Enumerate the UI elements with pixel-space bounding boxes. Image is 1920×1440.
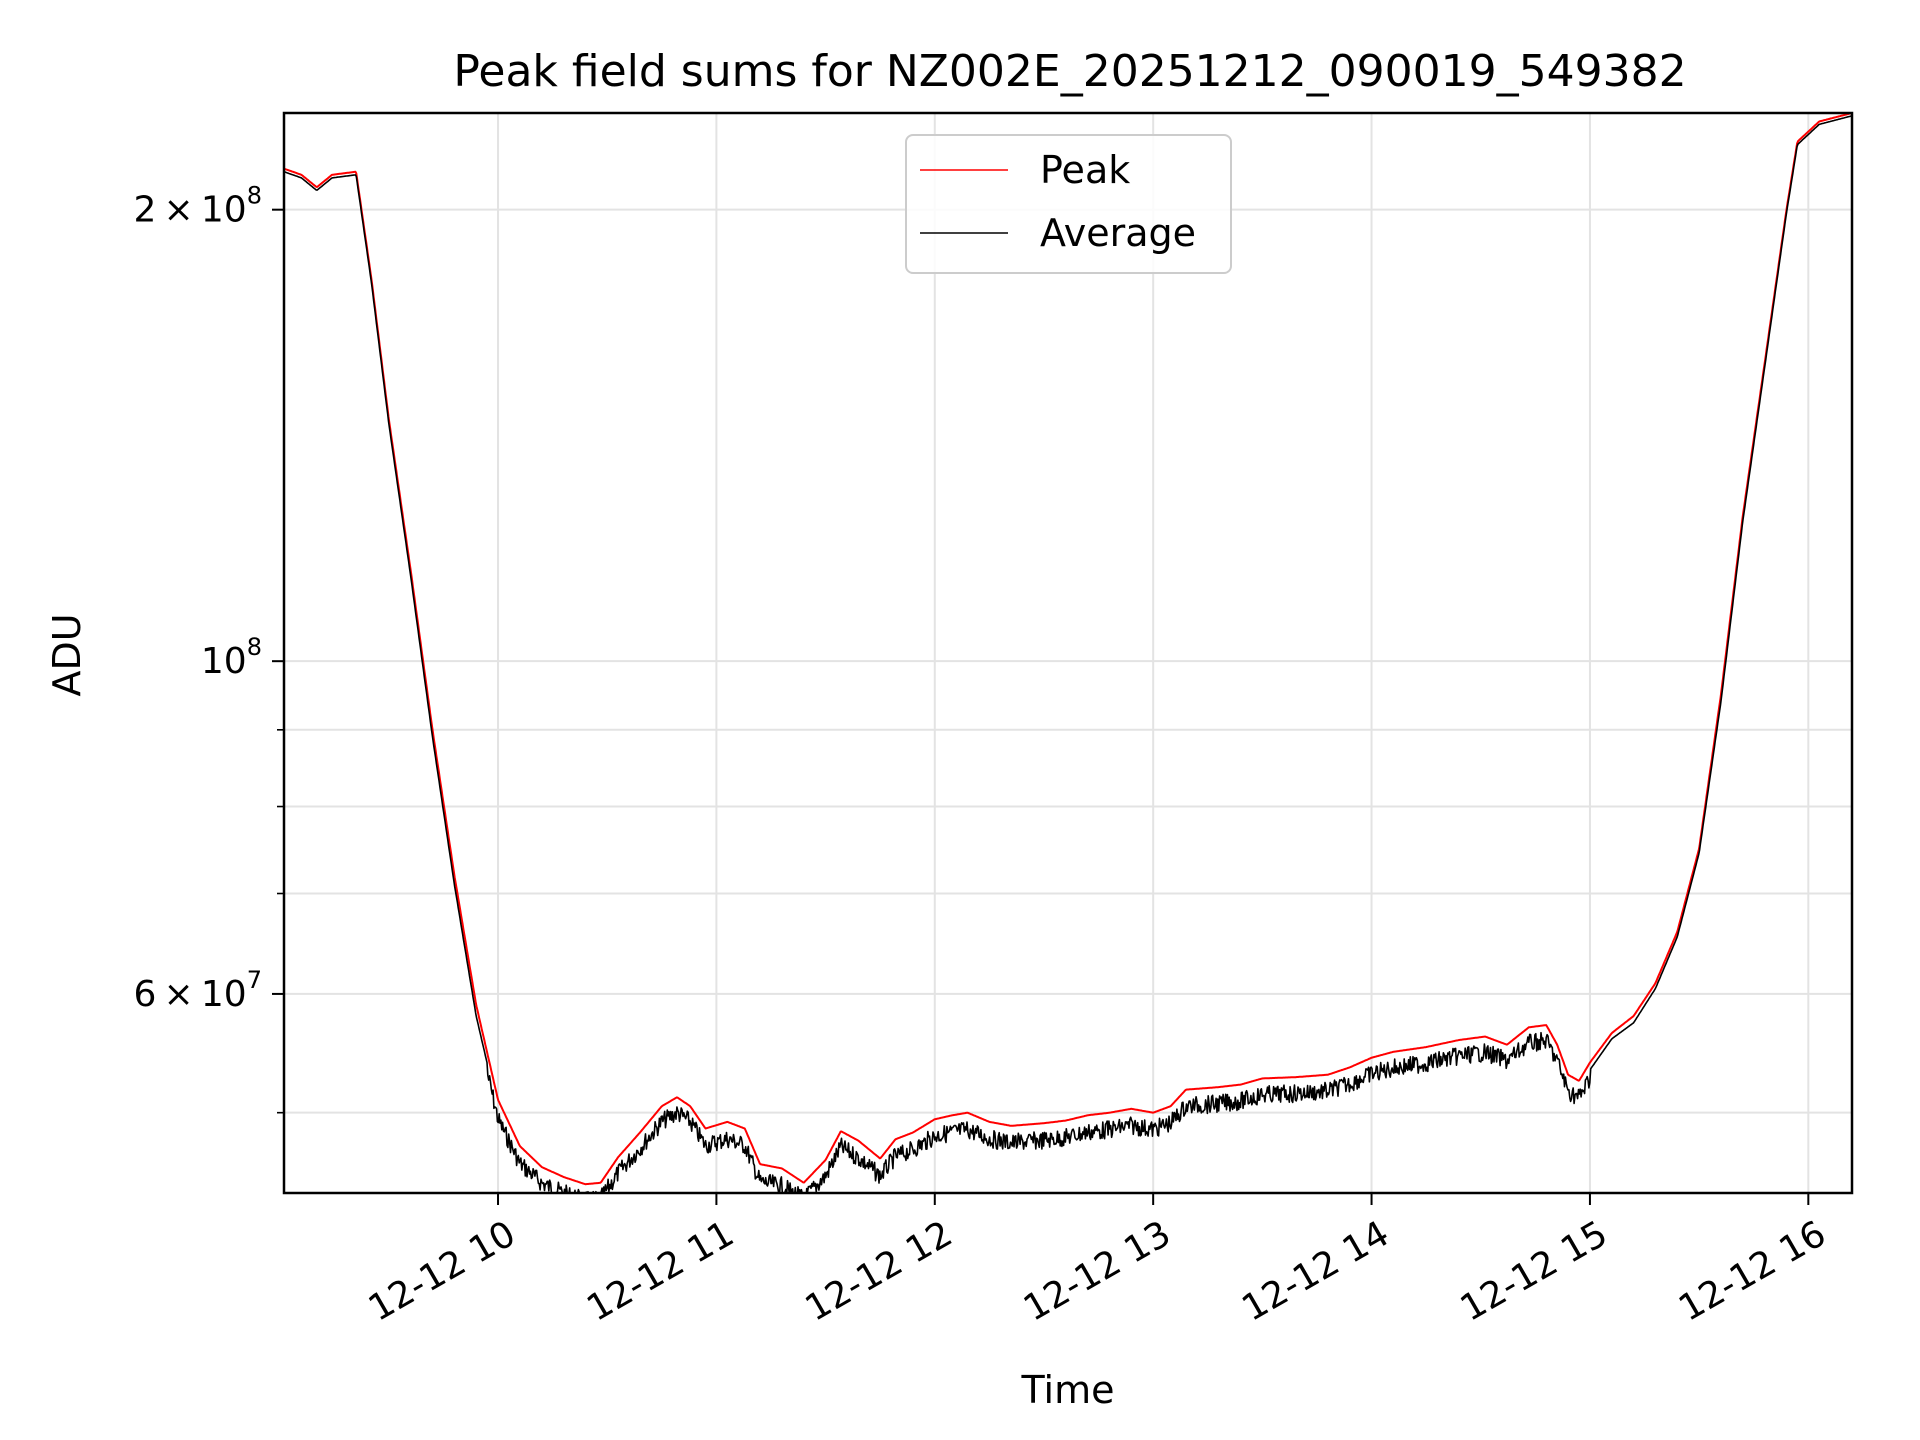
legend-label-peak: Peak	[1040, 148, 1130, 192]
y-tick-label: 6 × 107	[133, 966, 262, 1015]
y-tick-base: 10	[201, 190, 247, 231]
y-tick-exponent: 8	[247, 182, 262, 210]
y-tick-exponent: 8	[247, 633, 262, 661]
svg-text:2 × 108: 2 × 108	[133, 182, 262, 231]
plot-frame	[282, 111, 1854, 1195]
grid-lines	[284, 113, 1852, 1193]
series-line-peak	[284, 113, 1852, 1186]
y-tick-exponent: 7	[247, 966, 262, 994]
svg-text:108: 108	[201, 633, 262, 682]
y-tick-label: 108	[201, 633, 262, 682]
y-tick-base: 10	[201, 974, 247, 1015]
x-axis-label: Time	[1021, 1368, 1115, 1412]
data-series	[284, 113, 1852, 1193]
legend-label-average: Average	[1040, 211, 1196, 255]
y-tick-mantissa: 2	[133, 190, 156, 231]
y-tick-label: 2 × 108	[133, 182, 262, 231]
legend: Peak Average	[905, 134, 1232, 274]
y-tick-mantissa: 6	[133, 974, 156, 1015]
y-tick-base: 10	[201, 641, 247, 682]
svg-text:6 × 107: 6 × 107	[133, 966, 262, 1015]
y-axis-label: ADU	[45, 613, 89, 696]
series-line-average	[284, 115, 1852, 1193]
chart-title: Peak field sums for NZ002E_20251212_0900…	[453, 46, 1686, 97]
